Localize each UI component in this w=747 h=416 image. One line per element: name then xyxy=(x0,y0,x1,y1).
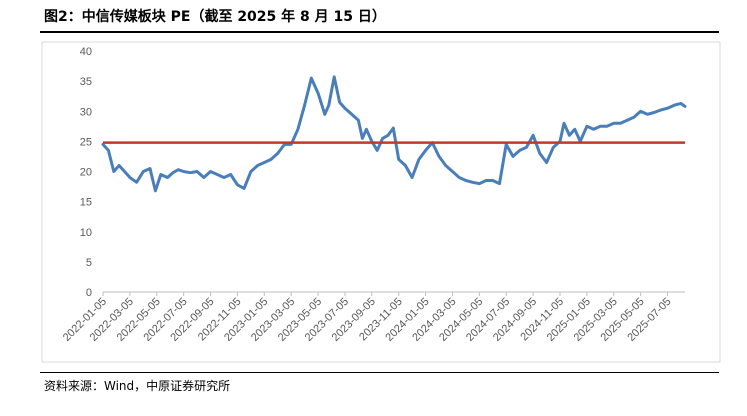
bottom-rule xyxy=(40,372,719,373)
pe-series-line xyxy=(101,75,687,193)
y-axis: 0 5 10 15 20 25 30 35 40 xyxy=(80,46,92,299)
plot-border xyxy=(41,41,721,363)
y-tick-label: 40 xyxy=(80,46,92,58)
y-tick-label: 35 xyxy=(80,76,92,88)
y-tick-label: 0 xyxy=(86,287,92,299)
y-tick-label: 20 xyxy=(80,167,92,179)
y-tick-label: 25 xyxy=(80,136,92,148)
y-tick-label: 10 xyxy=(80,227,92,239)
y-tick-label: 30 xyxy=(80,106,92,118)
x-axis: 2022-01-052022-03-052022-05-052022-07-05… xyxy=(61,292,674,344)
y-tick-label: 15 xyxy=(80,197,92,209)
y-tick-label: 5 xyxy=(86,257,92,269)
chart-title: 图2：中信传媒板块 PE（截至 2025 年 8 月 15 日） xyxy=(44,9,386,25)
top-rule xyxy=(40,31,719,33)
source-note: 资料来源：Wind，中原证券研究所 xyxy=(44,379,231,393)
